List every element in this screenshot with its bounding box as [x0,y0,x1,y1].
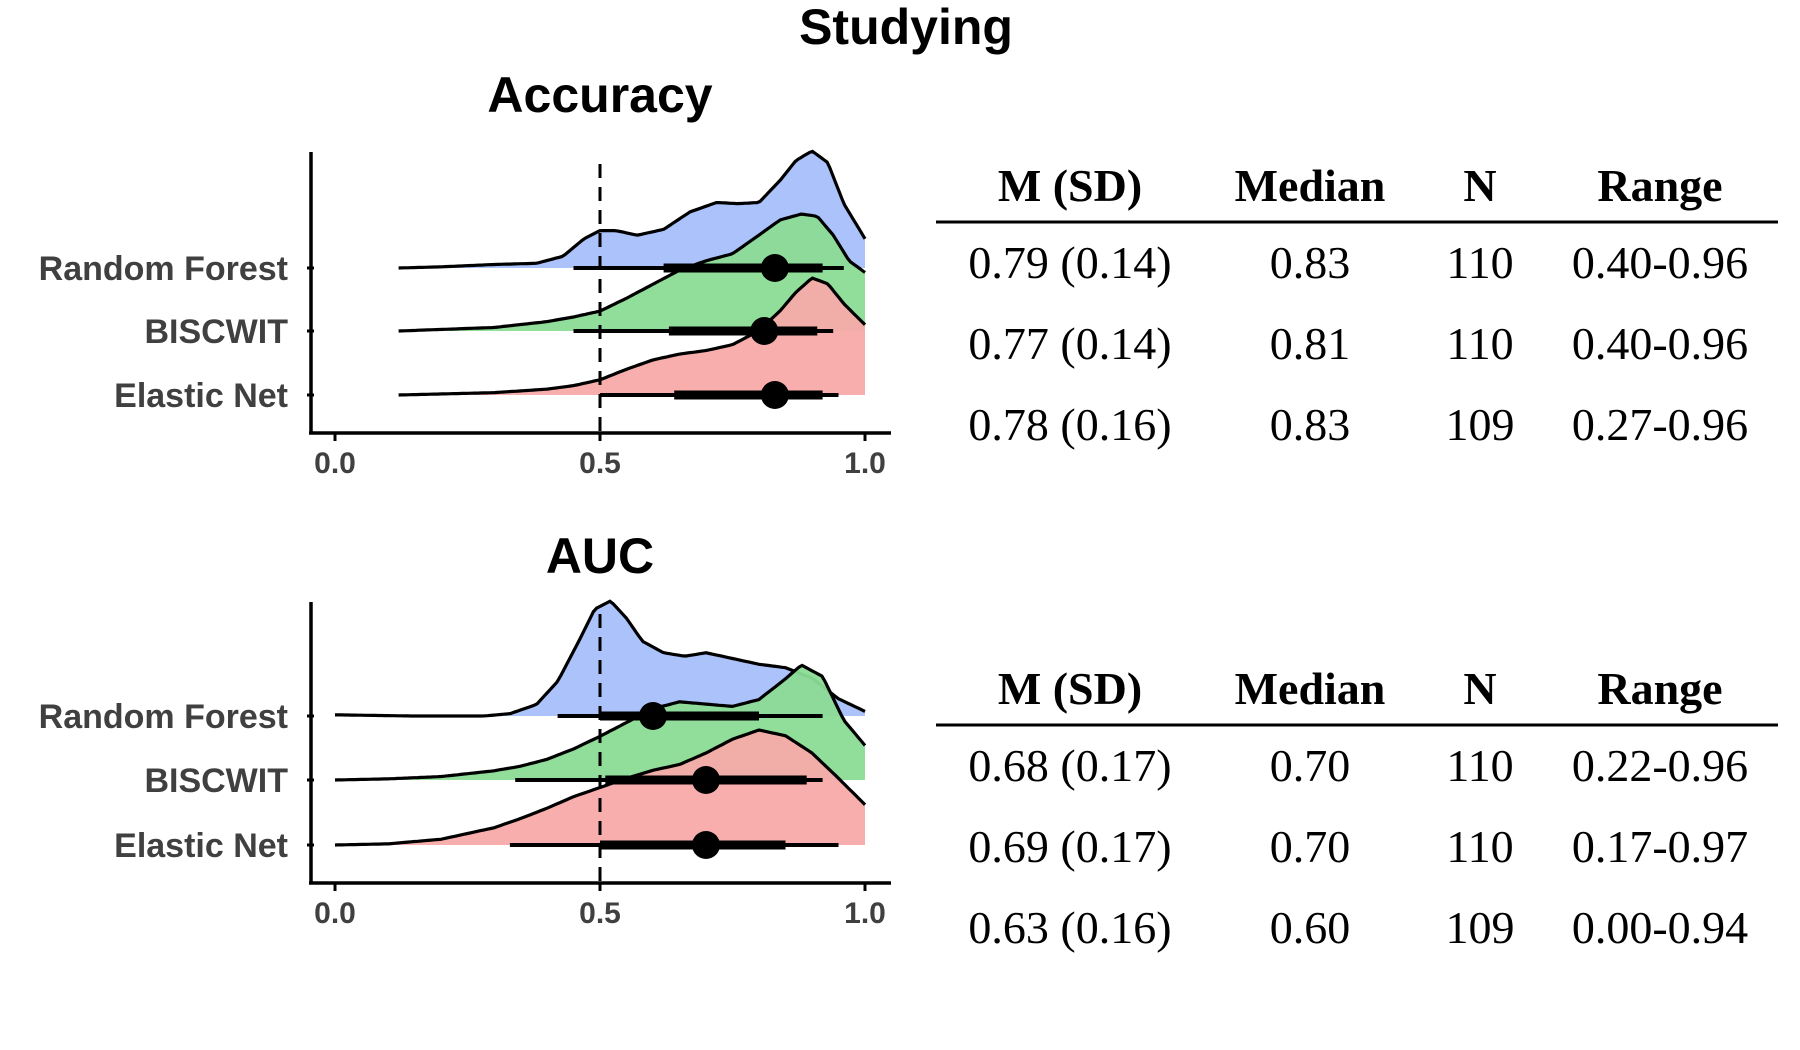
accuracy-table-header-m-sd: M (SD) [998,160,1142,211]
accuracy-density-outline-biscwit [398,212,866,333]
auc-table-header-n: N [1463,663,1496,714]
accuracy-summary-table: M (SD) Median N Range 0.79 (0.14) 0.83 110 0.40… [936,160,1778,450]
auc-interval-random-forest [557,702,823,730]
accuracy-density-fill-elastic-net [398,278,865,395]
auc-density-outline-random-forest [335,599,866,718]
auc-x-tick-label: 0.5 [579,897,621,930]
accuracy-table-header-range: Range [1597,160,1722,211]
auc-table-cell: 0.68 (0.17) [968,740,1171,791]
auc-panel-title: AUC [546,528,654,584]
auc-point-elastic-net [692,831,720,859]
accuracy-table-cell: 0.40-0.96 [1572,237,1748,288]
figure-title: Studying [799,0,1013,55]
accuracy-table-cell: 0.27-0.96 [1572,399,1748,450]
auc-density-fill-random-forest [335,601,865,716]
accuracy-density-outline-random-forest [398,149,867,270]
accuracy-point-biscwit [750,317,779,345]
auc-table-cell: 0.69 (0.17) [968,821,1171,872]
accuracy-table-cell: 109 [1446,399,1515,450]
accuracy-y-label-elastic-net: Elastic Net [114,377,288,415]
auc-point-random-forest [639,702,667,730]
accuracy-table-cell: 0.83 [1270,399,1351,450]
auc-table-header-median: Median [1235,663,1386,714]
auc-table-cell: 110 [1446,740,1513,791]
accuracy-table-header-median: Median [1235,160,1386,211]
accuracy-interval-random-forest [573,254,844,282]
accuracy-table-header-n: N [1463,160,1496,211]
accuracy-density-fill-random-forest [398,151,865,268]
accuracy-ridge-random-forest [398,149,867,270]
accuracy-table-cell: 0.83 [1270,237,1351,288]
auc-ridge-random-forest [335,599,866,718]
auc-summary-table: M (SD) Median N Range 0.68 (0.17) 0.70 110 0.22… [936,663,1778,953]
auc-table-cell: 0.00-0.94 [1572,902,1748,953]
accuracy-ridge-elastic-net [398,276,867,397]
accuracy-table-cell: 0.77 (0.14) [968,318,1171,369]
auc-y-label-elastic-net: Elastic Net [114,827,288,865]
auc-x-tick-label: 0.0 [314,897,356,930]
accuracy-y-label-biscwit: BISCWIT [144,313,288,351]
accuracy-table-cell: 110 [1446,237,1513,288]
accuracy-table-cell: 0.78 (0.16) [968,399,1171,450]
auc-table-cell: 110 [1446,821,1513,872]
accuracy-x-tick-label: 0.0 [314,447,356,480]
accuracy-table-cell: 0.81 [1270,318,1351,369]
auc-table-cell: 0.70 [1270,740,1351,791]
auc-table-cell: 0.60 [1270,902,1351,953]
auc-y-label-random-forest: Random Forest [39,698,288,736]
accuracy-panel: Accuracy Random Forest BISCWIT Elastic Net 0… [39,67,1778,480]
auc-table-cell: 0.63 (0.16) [968,902,1171,953]
auc-table-cell: 0.17-0.97 [1572,821,1748,872]
accuracy-x-tick-label: 1.0 [844,447,886,480]
auc-table-header-range: Range [1597,663,1722,714]
auc-table-header-m-sd: M (SD) [998,663,1142,714]
accuracy-table-cell: 0.79 (0.14) [968,237,1171,288]
auc-table-cell: 0.70 [1270,821,1351,872]
auc-y-label-biscwit: BISCWIT [144,762,288,800]
accuracy-point-elastic-net [760,381,789,409]
accuracy-density-outline-elastic-net [398,276,867,397]
auc-interval-biscwit [515,766,823,794]
accuracy-y-label-random-forest: Random Forest [39,250,288,288]
accuracy-x-tick-label: 0.5 [579,447,621,480]
accuracy-table-cell: 110 [1446,318,1513,369]
auc-table-cell: 109 [1446,902,1515,953]
accuracy-point-random-forest [760,254,789,282]
auc-interval-elastic-net [509,831,839,859]
auc-panel: AUC Random Forest BISCWIT Elastic Net 0.0 0.5… [39,528,1778,953]
accuracy-table-cell: 0.40-0.96 [1572,318,1748,369]
auc-point-biscwit [692,766,720,794]
accuracy-ridge-biscwit [398,212,866,333]
accuracy-interval-biscwit [573,317,834,345]
auc-x-tick-label: 1.0 [844,897,886,930]
auc-table-cell: 0.22-0.96 [1572,740,1748,791]
accuracy-panel-title: Accuracy [487,67,712,123]
accuracy-interval-elastic-net [600,381,839,409]
